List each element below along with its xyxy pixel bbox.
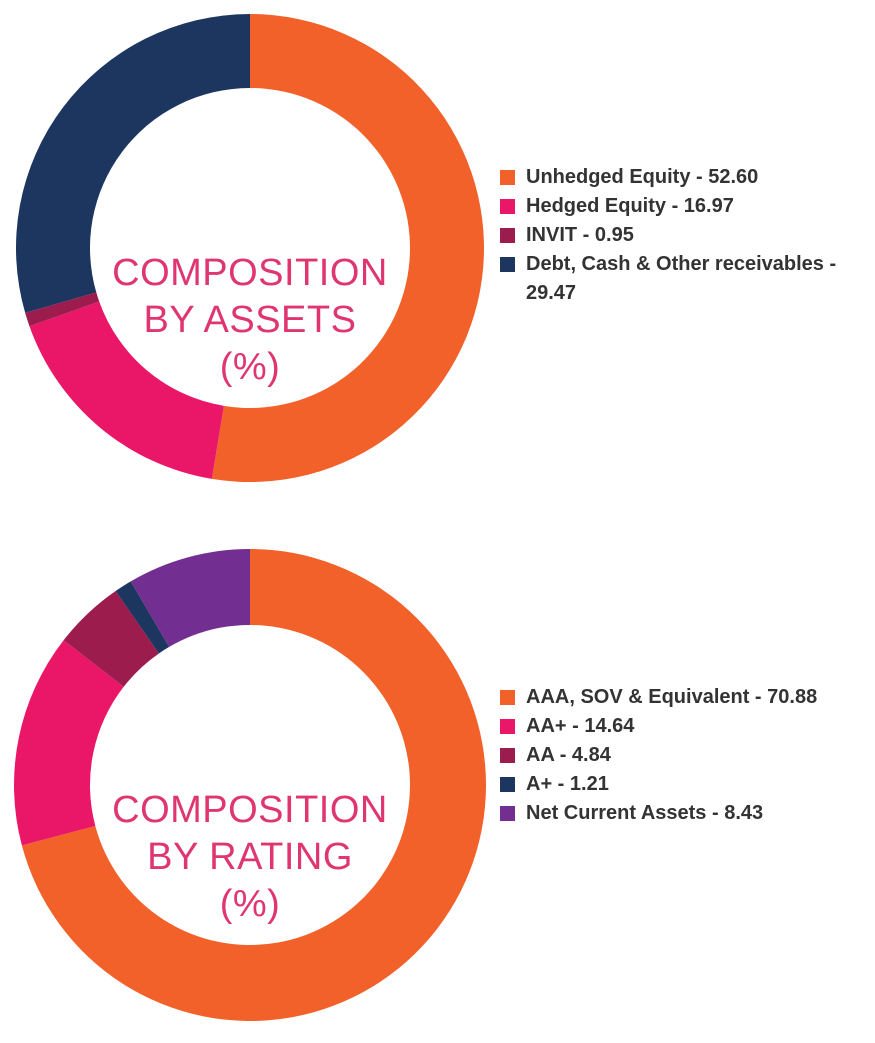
slice-invit (25, 292, 100, 327)
rating-center-line-1: COMPOSITION (112, 789, 388, 831)
legend-label: INVIT - 0.95 (526, 224, 634, 246)
legend-swatch (500, 719, 515, 734)
legend-swatch (500, 170, 515, 185)
composition-by-assets-chart: COMPOSITION BY ASSETS (%) Unhedged Equit… (0, 0, 875, 500)
composition-by-rating-chart: COMPOSITION BY RATING (%) AAA, SOV & Equ… (0, 535, 875, 1043)
legend-swatch (500, 257, 515, 272)
assets-donut (15, 14, 484, 482)
rating-legend: AAA, SOV & Equivalent - 70.88 AA+ - 14.6… (500, 683, 870, 828)
legend-swatch (500, 690, 515, 705)
slice-aa (13, 640, 124, 846)
legend-label: AA - 4.84 (526, 744, 611, 766)
slice-aaa-sov-equivalent (21, 549, 486, 1021)
legend-swatch (500, 228, 515, 243)
rating-center-line-2: BY RATING (147, 836, 353, 878)
legend-label: A+ - 1.21 (526, 773, 609, 795)
legend-item-unhedged-equity: Unhedged Equity - 52.60 (500, 163, 870, 192)
assets-center-line-2: BY ASSETS (143, 299, 357, 341)
legend-swatch (500, 748, 515, 763)
legend-item-net-current-assets: Net Current Assets - 8.43 (500, 799, 870, 828)
assets-center-line-3: (%) (219, 346, 281, 388)
assets-center-line-1: COMPOSITION (112, 252, 388, 294)
legend-swatch (500, 806, 515, 821)
assets-center-label: COMPOSITION BY ASSETS (%) (90, 250, 410, 391)
slice-aa (63, 590, 159, 687)
legend-item-aa: AA - 4.84 (500, 741, 870, 770)
legend-item-a-plus: A+ - 1.21 (500, 770, 870, 799)
legend-swatch (500, 199, 515, 214)
legend-label: AAA, SOV & Equivalent - 70.88 (526, 686, 818, 708)
legend-label: Debt, Cash & Other receivables - 29.47 (526, 253, 837, 304)
legend-label: Hedged Equity - 16.97 (526, 195, 734, 217)
legend-label: Net Current Assets - 8.43 (526, 802, 764, 824)
slice-debt-cash-other-receivables (15, 14, 251, 313)
legend-item-hedged-equity: Hedged Equity - 16.97 (500, 192, 870, 221)
rating-center-line-3: (%) (219, 883, 281, 925)
rating-center-label: COMPOSITION BY RATING (%) (90, 787, 410, 928)
legend-item-debt-cash-other: Debt, Cash & Other receivables - 29.47 (500, 250, 870, 308)
legend-swatch (500, 777, 515, 792)
slice-a (115, 581, 170, 654)
legend-label: Unhedged Equity - 52.60 (526, 166, 759, 188)
legend-item-aa-plus: AA+ - 14.64 (500, 712, 870, 741)
slice-unhedged-equity (211, 14, 484, 482)
slice-net-current-assets (130, 549, 250, 647)
legend-item-aaa-sov: AAA, SOV & Equivalent - 70.88 (500, 683, 870, 712)
rating-donut (13, 549, 486, 1021)
legend-label: AA+ - 14.64 (526, 715, 635, 737)
slice-hedged-equity (29, 301, 224, 479)
assets-legend: Unhedged Equity - 52.60 Hedged Equity - … (500, 163, 870, 308)
legend-item-invit: INVIT - 0.95 (500, 221, 870, 250)
